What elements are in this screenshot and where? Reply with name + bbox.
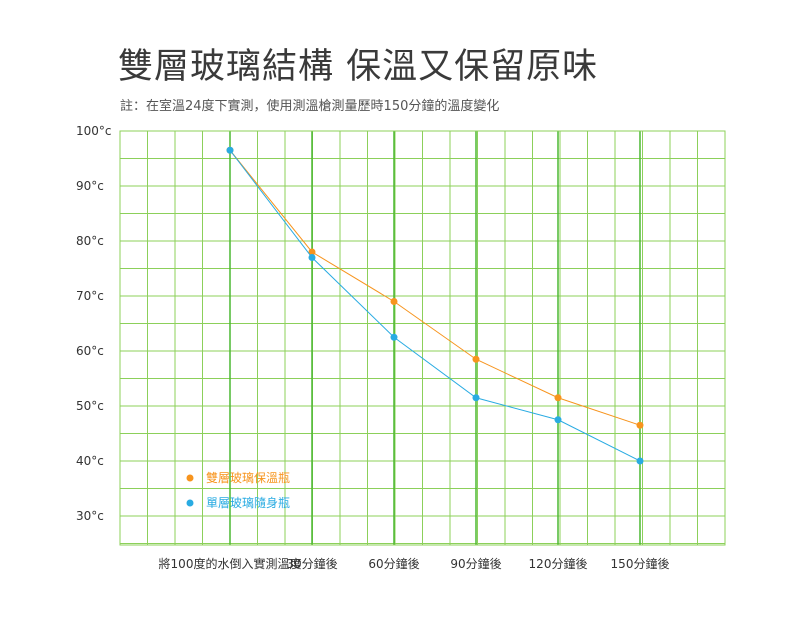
plot-border — [119, 130, 726, 546]
x-tick-label: 120分鐘後 — [529, 556, 588, 571]
x-tick-label: 30分鐘後 — [286, 556, 337, 571]
y-tick-label: 60°c — [76, 344, 104, 358]
data-point — [308, 254, 316, 261]
series-line — [229, 149, 641, 462]
y-tick-label: 50°c — [76, 399, 104, 413]
y-tick-label: 40°c — [76, 454, 104, 468]
data-point — [472, 394, 480, 402]
y-tick-label: 70°c — [76, 289, 104, 303]
legend-label: 單層玻璃隨身瓶 — [206, 495, 290, 510]
data-point — [636, 457, 644, 465]
data-point — [554, 416, 562, 424]
y-tick-label: 80°c — [76, 234, 104, 248]
x-tick-label: 60分鐘後 — [368, 556, 419, 571]
data-point — [390, 333, 398, 341]
y-tick-label: 90°c — [76, 179, 104, 193]
x-tick-label: 90分鐘後 — [450, 556, 501, 571]
x-tick-label: 150分鐘後 — [611, 556, 670, 571]
y-tick-label: 30°c — [76, 509, 104, 523]
series-line — [229, 149, 641, 426]
chart-title: 雙層玻璃結構 保溫又保留原味 — [118, 47, 599, 87]
legend-marker — [186, 499, 194, 507]
data-point — [636, 421, 644, 429]
data-point — [226, 146, 234, 154]
data-point — [390, 298, 398, 305]
x-tick-label: 將100度的水倒入實測溫度 — [159, 556, 302, 571]
data-point — [308, 248, 316, 256]
y-tick-label: 100°c — [76, 124, 112, 138]
legend-label: 雙層玻璃保溫瓶 — [206, 471, 290, 485]
data-point — [554, 394, 562, 402]
data-point — [472, 355, 480, 363]
chart-subtitle: 註：在室溫24度下實測，使用測溫槍測量歷時150分鐘的溫度變化 — [120, 99, 500, 114]
legend-marker — [186, 474, 194, 482]
